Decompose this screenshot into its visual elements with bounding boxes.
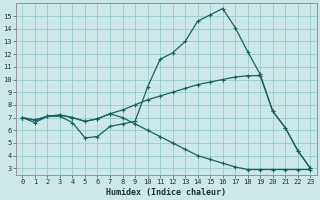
X-axis label: Humidex (Indice chaleur): Humidex (Indice chaleur) (106, 188, 226, 197)
